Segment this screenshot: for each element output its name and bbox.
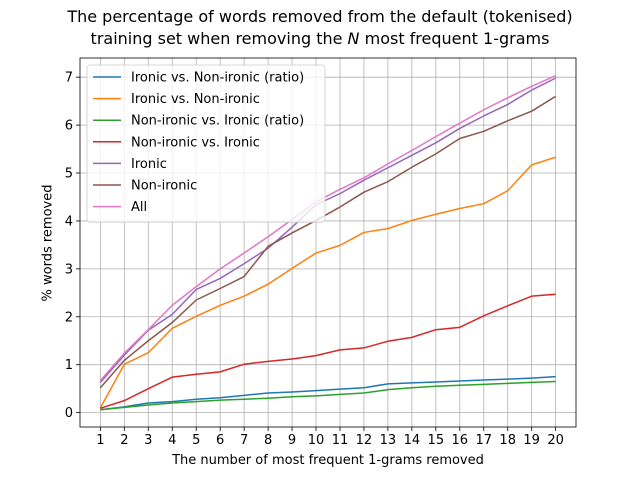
chart-title-line2: training set when removing the N most fr… [0,28,640,50]
x-tick-label: 13 [380,433,397,448]
x-tick-label: 16 [452,433,469,448]
x-tick-label: 14 [404,433,421,448]
legend-label: All [131,200,147,215]
chart-title: The percentage of words removed from the… [0,6,640,50]
x-tick-label: 9 [288,433,296,448]
y-tick-label: 4 [65,214,73,229]
y-tick-label: 3 [65,262,73,277]
series-line-7 [99,75,556,382]
plot-frame [79,57,577,428]
x-tick-label: 4 [168,433,176,448]
x-tick-label: 7 [240,433,248,448]
x-tick-label: 1 [96,433,104,448]
y-tick-label: 2 [65,310,73,325]
y-axis-label: % words removed [40,184,56,302]
chart-title-variable: N [347,29,360,48]
x-axis-label: The number of most frequent 1-grams remo… [172,453,484,468]
legend-box [86,64,326,223]
chart-title-line2-suffix: most frequent 1-grams [359,29,550,48]
x-tick-label: 18 [499,433,516,448]
legend-label: Ironic [131,157,167,172]
x-tick-label: 2 [120,433,128,448]
x-tick-label: 12 [356,433,373,448]
legend-label: Non-ironic vs. Ironic (ratio) [131,114,304,129]
x-tick-label: 15 [428,433,445,448]
chart-title-line2-prefix: training set when removing the [90,29,348,48]
x-tick-label: 11 [332,433,349,448]
y-tick-label: 5 [65,167,73,182]
y-tick-label: 6 [65,119,73,134]
x-tick-label: 3 [144,433,152,448]
chart-title-line1: The percentage of words removed from the… [67,7,573,26]
x-tick-label: 10 [308,433,325,448]
x-tick-label: 5 [192,433,200,448]
x-tick-label: 6 [216,433,224,448]
legend-label: Non-ironic vs. Ironic [131,135,260,150]
series-line-3 [100,380,556,411]
y-tick-label: 7 [65,71,73,86]
y-tick-label: 1 [65,358,73,373]
legend-label: Non-ironic [131,179,197,194]
series-line-4 [100,293,556,410]
series-line-5 [99,77,556,383]
x-tick-label: 19 [523,433,540,448]
series-line-2 [99,156,556,409]
x-tick-label: 17 [475,433,492,448]
series-line-6 [99,95,557,389]
legend-label: Ironic vs. Non-ironic [131,92,260,107]
x-tick-label: 8 [264,433,272,448]
y-tick-label: 0 [65,406,73,421]
series-line-1 [100,375,556,411]
legend-label: Ironic vs. Non-ironic (ratio) [131,71,304,86]
x-tick-label: 20 [547,433,564,448]
